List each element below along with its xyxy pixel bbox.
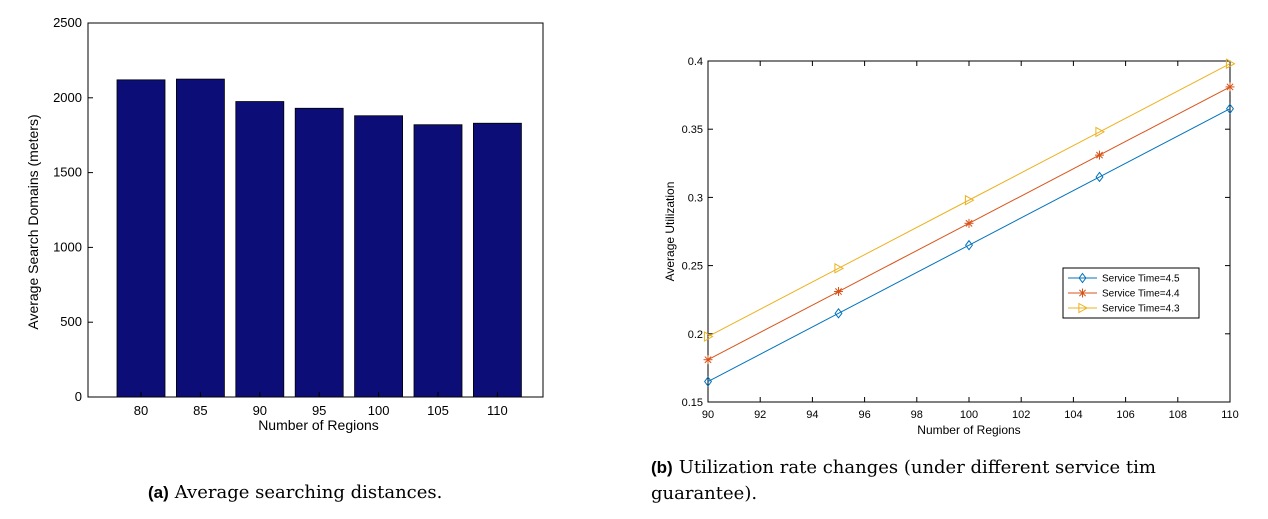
y-tick-label: 0.25	[682, 261, 703, 273]
data-point	[834, 287, 843, 297]
x-axis-label: Number of Regions	[258, 417, 379, 433]
y-tick-label: 2500	[53, 15, 82, 30]
data-point	[834, 308, 843, 319]
x-tick-label: 94	[806, 409, 818, 421]
data-point	[964, 194, 975, 206]
data-point	[1095, 126, 1106, 138]
x-tick-label: 95	[312, 403, 326, 418]
data-point	[1225, 82, 1235, 92]
x-tick-label: 85	[193, 403, 207, 418]
x-tick-label: 110	[487, 403, 508, 418]
legend-marker	[1078, 288, 1087, 298]
line-chart-average-utilization: 0.15 0.2 0.25 0.3 0.35 0.4 90 92 94 96 98 100 102 104…	[663, 56, 1239, 437]
data-point	[965, 239, 973, 251]
legend-label: Service Time=4.3	[1102, 304, 1180, 315]
bar	[413, 124, 463, 398]
bar	[235, 101, 285, 398]
caption-b-text: Utilization rate changes (under differen…	[651, 457, 1156, 504]
y-tick-label: 0.2	[688, 329, 703, 341]
data-point	[703, 331, 714, 342]
plot-frame	[707, 60, 1231, 403]
y-tick-label: 1000	[53, 239, 82, 254]
legend-label: Service Time=4.4	[1102, 289, 1180, 300]
caption-b: (b) Utilization rate changes (under diffe…	[651, 455, 1211, 507]
bar	[116, 79, 166, 398]
y-tick-label: 1500	[53, 165, 82, 180]
series-line	[707, 63, 1231, 337]
x-tick-label: 105	[427, 403, 449, 418]
caption-a: (a) Average searching distances.	[148, 480, 568, 506]
y-tick-label: 0.35	[682, 124, 703, 136]
y-tick-label: 0.15	[682, 397, 703, 409]
caption-a-text: Average searching distances.	[174, 482, 443, 503]
bar	[472, 122, 522, 398]
x-tick-label: 92	[754, 409, 766, 421]
marker-stroke	[1226, 83, 1234, 91]
legend-marker	[1078, 272, 1087, 284]
data-point	[1095, 150, 1104, 160]
series-3	[703, 58, 1236, 342]
series-line	[707, 108, 1231, 382]
marker-stroke	[834, 288, 843, 296]
x-tick-label: 110	[1221, 409, 1239, 421]
data-point	[834, 262, 845, 274]
bar-chart-average-search-domains: 0 500 1000 1500 2000 2500 80 85 90 95 100 105 110 Num…	[25, 15, 544, 433]
x-tick-label: 90	[253, 403, 267, 418]
y-tick-label: 0.3	[688, 192, 703, 204]
data-point	[703, 355, 713, 365]
bar	[294, 107, 344, 398]
caption-a-tag: (a)	[148, 483, 169, 502]
y-axis-label: Average Utilization	[663, 182, 677, 282]
y-tick-label: 0.4	[688, 56, 703, 68]
data-point	[1225, 58, 1236, 70]
x-tick-label: 100	[960, 409, 978, 421]
legend-marker	[1078, 302, 1089, 314]
data-point	[1095, 171, 1104, 183]
x-tick-label: 98	[911, 409, 923, 421]
x-tick-label: 104	[1064, 409, 1082, 421]
y-tick-label: 2000	[53, 90, 82, 105]
x-tick-label: 80	[134, 403, 148, 418]
y-tick-label: 500	[60, 314, 82, 329]
data-point	[1226, 103, 1234, 115]
series-2	[703, 82, 1235, 365]
marker-stroke	[704, 356, 712, 364]
x-tick-label: 100	[368, 403, 390, 418]
x-tick-label: 102	[1012, 409, 1030, 421]
caption-b-tag: (b)	[651, 458, 673, 477]
x-tick-label: 96	[858, 409, 870, 421]
marker-stroke	[1095, 151, 1104, 159]
series-1	[704, 103, 1234, 387]
legend-label: Service Time=4.5	[1102, 274, 1180, 285]
bar	[354, 115, 404, 398]
y-tick-label: 0	[75, 389, 82, 404]
y-axis-label: Average Search Domains (meters)	[25, 114, 41, 329]
bar	[175, 78, 225, 398]
x-tick-label: 90	[702, 409, 714, 421]
data-point	[704, 376, 712, 387]
marker-stroke	[1078, 289, 1087, 297]
x-axis-label: Number of Regions	[917, 423, 1020, 437]
marker-stroke	[965, 219, 973, 227]
data-point	[964, 218, 974, 228]
x-tick-label: 106	[1116, 409, 1134, 421]
x-tick-label: 108	[1169, 409, 1187, 421]
legend: Service Time=4.5 Service Time=4.4 Service …	[1062, 267, 1200, 319]
